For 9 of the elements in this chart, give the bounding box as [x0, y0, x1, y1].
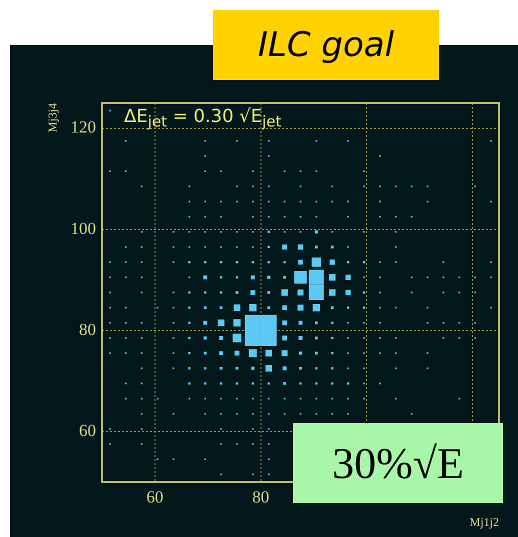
y-tick-label: 100 [70, 218, 96, 238]
y-tick-label: 60 [79, 420, 96, 440]
y-tick-label: 80 [79, 320, 96, 339]
annotation: ΔE$_{jet}$ = 0.30 √E$_{jet}$ [124, 106, 282, 131]
x-axis-title: Mj1j2 [470, 514, 499, 529]
y-axis-title: Mj3j4 [45, 103, 60, 132]
y-tick-label: 120 [70, 118, 96, 137]
annotation: 30%√E [293, 423, 503, 503]
chart-title: ILC goal [213, 10, 439, 80]
